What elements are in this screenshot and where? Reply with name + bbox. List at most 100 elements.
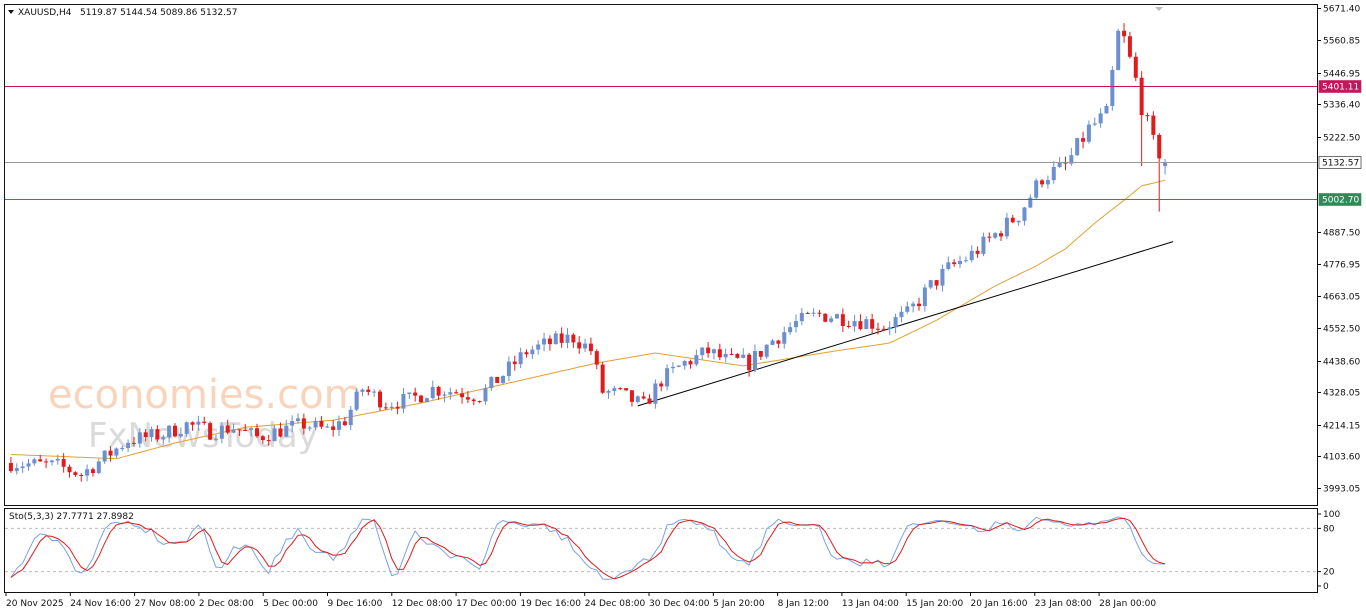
candle-body bbox=[301, 418, 306, 429]
candle-body bbox=[946, 262, 951, 269]
candle-body bbox=[337, 421, 342, 430]
candle-body bbox=[606, 391, 611, 393]
time-tick-label: 15 Jan 20:00 bbox=[906, 599, 963, 609]
candle-body bbox=[26, 463, 31, 467]
candle-body bbox=[741, 354, 746, 358]
candle-body bbox=[32, 459, 37, 464]
price-tick-label: 5446.95 bbox=[1323, 70, 1360, 80]
price-panel-frame bbox=[4, 4, 1318, 506]
time-tick-label: 2 Dec 08:00 bbox=[199, 599, 254, 609]
candle-body bbox=[876, 328, 880, 330]
current-price-label: 5132.57 bbox=[1322, 159, 1359, 169]
candle-body bbox=[143, 432, 148, 438]
stochastic-tick-label: 0 bbox=[1323, 582, 1329, 592]
candle-body bbox=[612, 388, 617, 392]
candle-body bbox=[506, 361, 511, 376]
candle-body bbox=[254, 428, 259, 437]
candle-body bbox=[893, 317, 898, 328]
support-price-tag bbox=[1318, 193, 1362, 206]
candle-body bbox=[1151, 115, 1156, 135]
candle-body bbox=[858, 321, 863, 330]
time-tick-label: 13 Jan 04:00 bbox=[842, 599, 899, 609]
candle-body bbox=[55, 459, 60, 461]
candle-body bbox=[524, 352, 529, 355]
candle-body bbox=[278, 428, 283, 437]
candle-body bbox=[465, 397, 470, 400]
stochastic-main-line bbox=[10, 516, 1166, 580]
candle-body bbox=[987, 236, 992, 238]
candle-body bbox=[565, 334, 570, 343]
candle-body bbox=[126, 442, 131, 448]
candle-body bbox=[90, 469, 95, 473]
candle-body bbox=[266, 440, 271, 442]
candle-body bbox=[653, 383, 658, 404]
candle-body bbox=[67, 466, 72, 473]
candle-body bbox=[799, 312, 804, 322]
candle-body bbox=[624, 388, 629, 391]
candle-body bbox=[542, 338, 547, 345]
candle-body bbox=[665, 368, 670, 387]
time-tick-label: 28 Jan 00:00 bbox=[1099, 599, 1156, 609]
stochastic-tick-label: 100 bbox=[1323, 510, 1340, 520]
candle-body bbox=[202, 421, 207, 424]
candle-body bbox=[348, 409, 353, 426]
candle-body bbox=[993, 233, 998, 238]
candle-body bbox=[1145, 115, 1150, 117]
candle-body bbox=[137, 432, 142, 444]
time-tick-label: 17 Dec 00:00 bbox=[456, 599, 517, 609]
candle-body bbox=[61, 459, 66, 467]
stochastic-signal-line bbox=[10, 517, 1166, 580]
candle-body bbox=[489, 376, 494, 389]
candle-body bbox=[577, 342, 582, 349]
candle-body bbox=[1010, 217, 1015, 223]
candle-body bbox=[700, 347, 705, 356]
dropdown-arrow-icon[interactable] bbox=[8, 10, 14, 14]
time-tick-label: 20 Nov 2025 bbox=[6, 599, 64, 609]
candle-body bbox=[167, 425, 172, 438]
candle-body bbox=[407, 392, 412, 394]
candle-body bbox=[471, 399, 476, 402]
candle-body bbox=[793, 321, 798, 328]
candle-body bbox=[196, 421, 201, 425]
candle-body bbox=[840, 314, 845, 326]
price-tick-label: 4438.60 bbox=[1323, 358, 1360, 368]
candle-body bbox=[1004, 217, 1009, 237]
candle-body bbox=[430, 386, 435, 399]
candle-body bbox=[600, 364, 605, 393]
candle-body bbox=[670, 366, 675, 369]
candle-body bbox=[155, 429, 160, 440]
ohlc-label: 5119.87 5144.54 5089.86 5132.57 bbox=[80, 8, 237, 18]
candle-body bbox=[436, 386, 441, 396]
candle-body bbox=[360, 389, 365, 392]
candle-body bbox=[249, 428, 254, 431]
time-tick-label: 19 Dec 16:00 bbox=[520, 599, 581, 609]
price-tick-label: 4103.60 bbox=[1323, 453, 1360, 463]
candle-body bbox=[477, 401, 482, 403]
candle-body bbox=[969, 250, 974, 261]
candle-body bbox=[999, 233, 1004, 237]
resistance-price-label: 5401.11 bbox=[1322, 83, 1359, 93]
candle-body bbox=[1034, 180, 1039, 198]
candle-body bbox=[823, 313, 828, 322]
candle-body bbox=[178, 433, 183, 437]
chart-shift-icon[interactable] bbox=[1155, 7, 1163, 11]
candle-body bbox=[905, 306, 910, 312]
candle-body bbox=[834, 314, 839, 319]
stochastic-layer bbox=[5, 516, 1317, 580]
candle-body bbox=[887, 327, 892, 330]
time-tick-label: 27 Nov 08:00 bbox=[135, 599, 196, 609]
candle-body bbox=[1051, 166, 1056, 181]
candle-body bbox=[512, 361, 517, 365]
candle-body bbox=[641, 396, 646, 399]
candle-body bbox=[401, 393, 406, 409]
candle-body bbox=[864, 319, 869, 330]
candle-body bbox=[108, 450, 113, 456]
time-tick-label: 9 Dec 16:00 bbox=[328, 599, 383, 609]
candle-body bbox=[776, 340, 781, 344]
candle-body bbox=[1163, 162, 1168, 166]
candle-body bbox=[928, 280, 933, 288]
candle-body bbox=[629, 390, 634, 402]
candle-body bbox=[852, 321, 857, 327]
candle-body bbox=[735, 353, 740, 358]
price-tick-label: 5336.40 bbox=[1323, 101, 1360, 111]
